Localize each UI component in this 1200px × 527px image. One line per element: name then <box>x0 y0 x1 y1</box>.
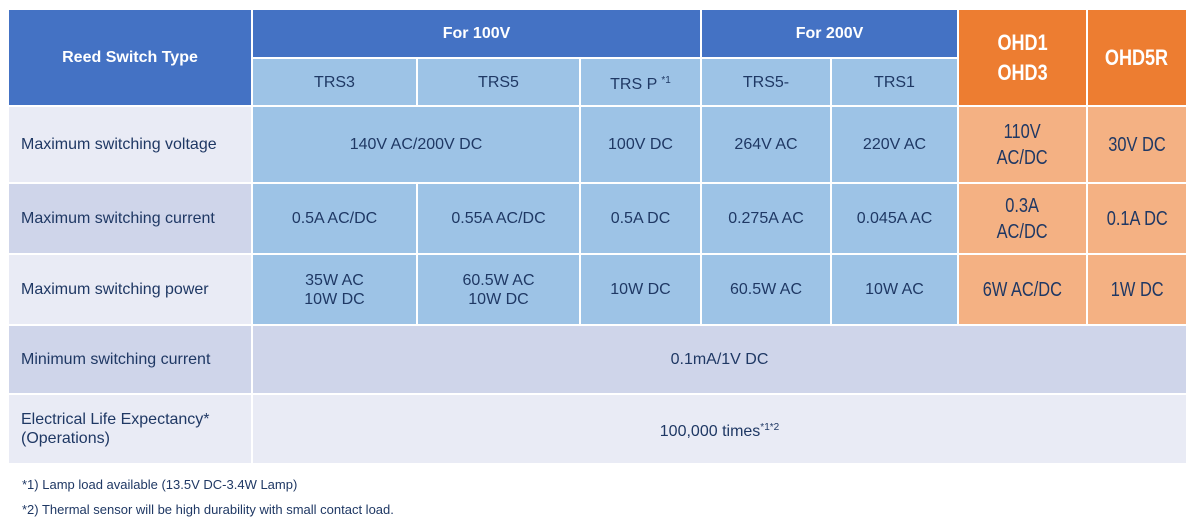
trsp-label: TRS P <box>610 75 657 93</box>
cell-current-ohd5r: 0.1A DC <box>1088 184 1186 253</box>
trsp-footnote-ref: *1 <box>661 74 671 86</box>
ohd3-label: OHD3 <box>997 59 1048 85</box>
cell-current-trs1: 0.045A AC <box>832 184 957 253</box>
value: 6W AC/DC <box>982 278 1063 301</box>
header-trs5: TRS5 <box>418 59 579 105</box>
row-label-min-current: Minimum switching current <box>9 326 251 393</box>
ohd5r-label: OHD5R <box>1105 44 1169 70</box>
header-for-200v: For 200V <box>702 10 957 57</box>
line: (Operations) <box>21 430 110 447</box>
header-trs1: TRS1 <box>832 59 957 105</box>
row-label-max-current: Maximum switching current <box>9 184 251 253</box>
cell-voltage-trs1: 220V AC <box>832 107 957 182</box>
cell-current-trs5-dash: 0.275A AC <box>702 184 830 253</box>
line: 10W DC <box>468 290 529 308</box>
reed-switch-spec-table: Reed Switch Type For 100V For 200V OHD1 O… <box>7 8 1188 465</box>
ohd1-label: OHD1 <box>997 29 1048 55</box>
row-label-max-voltage: Maximum switching voltage <box>9 107 251 182</box>
cell-life-expectancy: 100,000 times*1*2 <box>253 395 1186 463</box>
footnote-2: *2) Thermal sensor will be high durabili… <box>22 502 394 517</box>
header-trs3: TRS3 <box>253 59 416 105</box>
cell-current-ohd13: 0.3A AC/DC <box>959 184 1086 253</box>
header-trs5-dash: TRS5- <box>702 59 830 105</box>
header-for-100v: For 100V <box>253 10 700 57</box>
value: 100,000 times <box>659 422 761 440</box>
line: 35W AC <box>305 271 364 289</box>
cell-voltage-trs5-dash: 264V AC <box>702 107 830 182</box>
line: 60.5W AC <box>462 271 535 289</box>
footnote-ref: *1*2 <box>760 421 780 433</box>
line: 10W DC <box>304 290 365 308</box>
line: 0.3A <box>1005 194 1040 217</box>
cell-power-trsp: 10W DC <box>581 255 700 324</box>
header-ohd5r: OHD5R <box>1088 10 1186 105</box>
value: 1W DC <box>1110 278 1164 301</box>
cell-power-trs5-dash: 60.5W AC <box>702 255 830 324</box>
header-reed-switch-type: Reed Switch Type <box>9 10 251 105</box>
cell-power-trs3: 35W AC 10W DC <box>253 255 416 324</box>
cell-power-ohd5r: 1W DC <box>1088 255 1186 324</box>
row-label-max-power: Maximum switching power <box>9 255 251 324</box>
cell-voltage-ohd13: 110V AC/DC <box>959 107 1086 182</box>
cell-voltage-trsp: 100V DC <box>581 107 700 182</box>
cell-current-trs5: 0.55A AC/DC <box>418 184 579 253</box>
value: 30V DC <box>1108 133 1166 156</box>
line: 110V <box>1003 120 1042 143</box>
cell-current-trsp: 0.5A DC <box>581 184 700 253</box>
cell-power-trs5: 60.5W AC 10W DC <box>418 255 579 324</box>
line: AC/DC <box>996 146 1049 169</box>
cell-current-trs3: 0.5A AC/DC <box>253 184 416 253</box>
row-label-life-expectancy: Electrical Life Expectancy* (Operations) <box>9 395 251 463</box>
cell-power-trs1: 10W AC <box>832 255 957 324</box>
cell-voltage-trs3-trs5: 140V AC/200V DC <box>253 107 579 182</box>
value: 0.1A DC <box>1106 207 1168 230</box>
cell-min-current: 0.1mA/1V DC <box>253 326 1186 393</box>
line: Electrical Life Expectancy* <box>21 411 210 428</box>
footnote-1: *1) Lamp load available (13.5V DC-3.4W L… <box>22 477 298 492</box>
cell-power-ohd13: 6W AC/DC <box>959 255 1086 324</box>
header-trsp: TRS P *1 <box>581 59 700 105</box>
header-ohd1-ohd3: OHD1 OHD3 <box>959 10 1086 105</box>
line: AC/DC <box>996 220 1049 243</box>
cell-voltage-ohd5r: 30V DC <box>1088 107 1186 182</box>
